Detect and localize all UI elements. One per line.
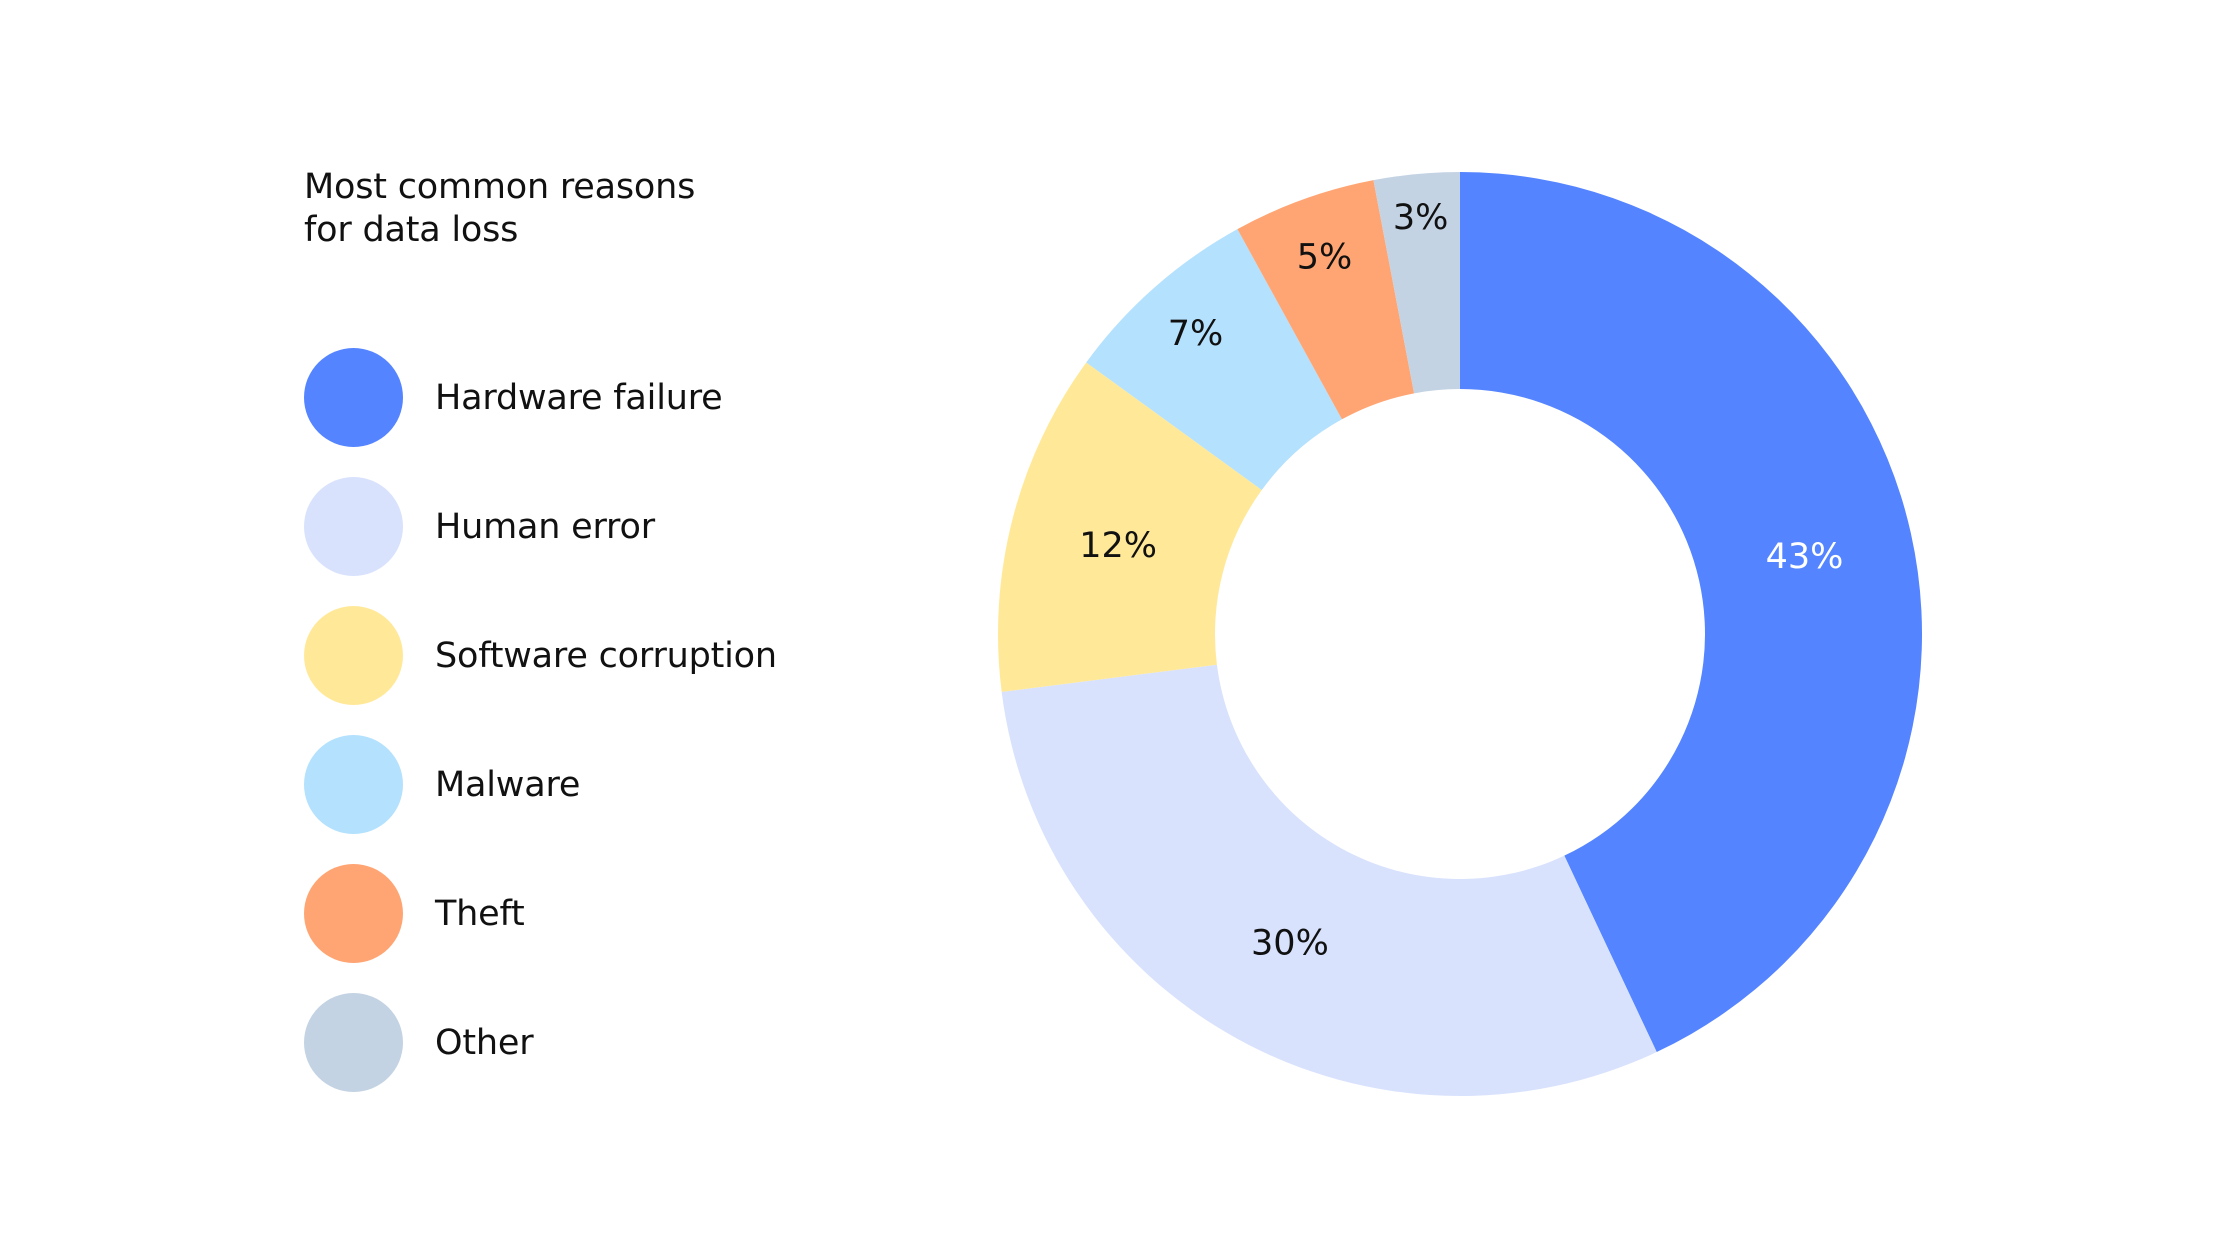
legend-swatch-hardware-failure — [304, 348, 403, 447]
legend-label-human-error: Human error — [435, 506, 655, 547]
legend-label-hardware-failure: Hardware failure — [435, 377, 723, 418]
chart-legend: Hardware failure Human error Software co… — [304, 348, 777, 1122]
legend-item-hardware-failure: Hardware failure — [304, 348, 777, 447]
legend-item-human-error: Human error — [304, 477, 777, 576]
chart-title: Most common reasons for data loss — [304, 166, 695, 252]
legend-label-malware: Malware — [435, 764, 581, 805]
legend-label-theft: Theft — [435, 893, 525, 934]
legend-swatch-theft — [304, 864, 403, 963]
legend-swatch-other — [304, 993, 403, 1092]
slice-label-theft: 5% — [1297, 238, 1353, 278]
slice-label-human-error: 30% — [1251, 923, 1329, 963]
legend-item-other: Other — [304, 993, 777, 1092]
slice-human-error — [1001, 664, 1657, 1096]
legend-item-malware: Malware — [304, 735, 777, 834]
chart-title-line-2: for data loss — [304, 210, 519, 250]
slice-label-malware: 7% — [1168, 314, 1224, 354]
legend-item-software-corruption: Software corruption — [304, 606, 777, 705]
legend-item-theft: Theft — [304, 864, 777, 963]
slice-label-hardware-failure: 43% — [1766, 537, 1844, 577]
slice-label-other: 3% — [1393, 198, 1449, 238]
slice-malware — [1086, 229, 1342, 490]
slice-hardware-failure — [1460, 172, 1922, 1053]
legend-swatch-human-error — [304, 477, 403, 576]
legend-label-other: Other — [435, 1022, 534, 1063]
legend-swatch-software-corruption — [304, 606, 403, 705]
slice-label-software-corruption: 12% — [1079, 526, 1157, 566]
legend-label-software-corruption: Software corruption — [435, 635, 777, 676]
chart-title-line-1: Most common reasons — [304, 167, 696, 207]
slice-software-corruption — [998, 362, 1262, 692]
slice-other — [1373, 172, 1460, 394]
slice-theft — [1237, 180, 1415, 420]
legend-swatch-malware — [304, 735, 403, 834]
